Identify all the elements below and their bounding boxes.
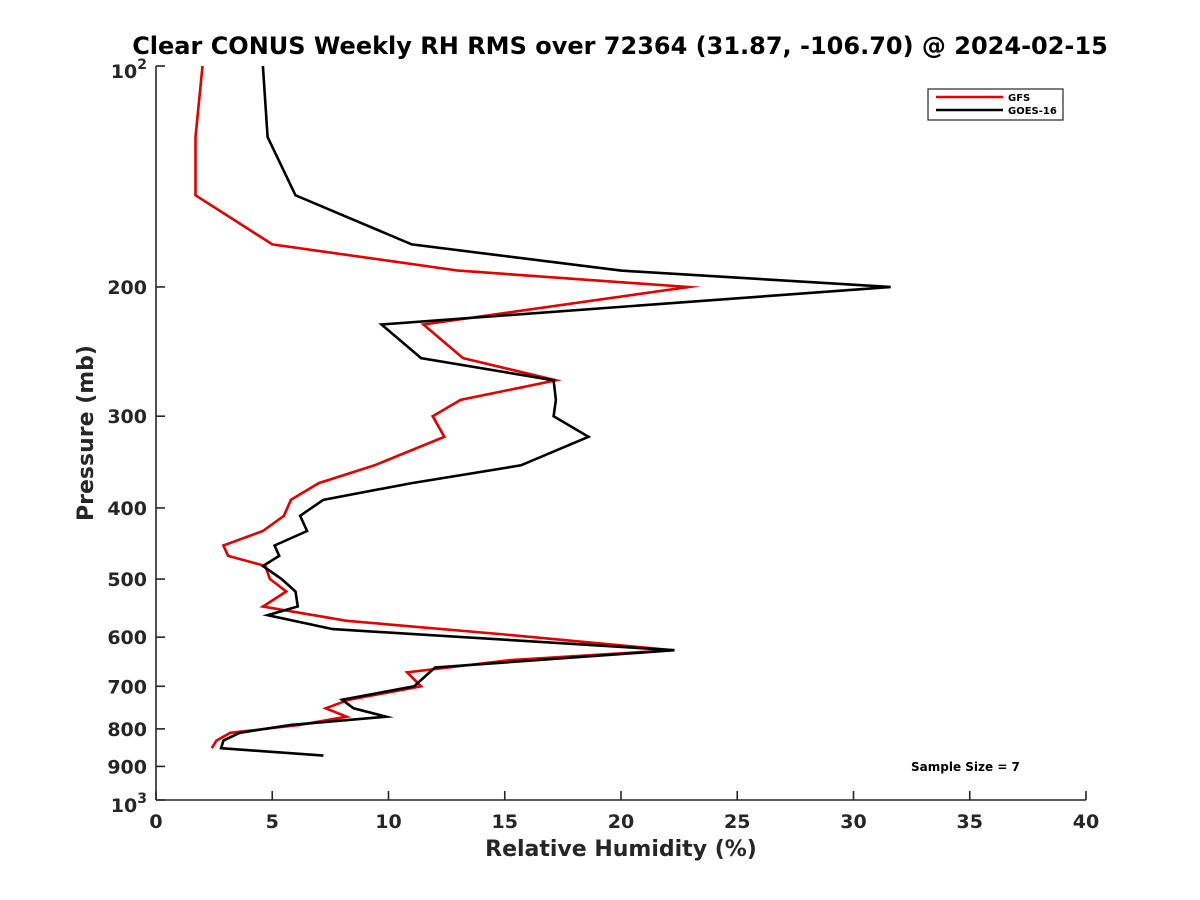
x-axis-label: Relative Humidity (%) [485, 837, 757, 862]
legend: GFS GOES-16 [927, 88, 1064, 121]
y-tick-label: 200 [107, 277, 147, 299]
x-ticks: 0 5 10 15 20 25 30 35 40 [149, 791, 1099, 833]
legend-label-gfs: GFS [1008, 93, 1030, 104]
x-tick-label: 0 [149, 811, 162, 833]
sample-size-annotation: Sample Size = 7 [911, 760, 1020, 774]
y-tick-label: 103 [111, 791, 147, 817]
x-tick-label: 35 [957, 811, 983, 833]
x-tick-label: 20 [608, 811, 634, 833]
y-tick-label: 300 [107, 406, 147, 428]
y-tick-label: 102 [111, 57, 147, 83]
chart-title: Clear CONUS Weekly RH RMS over 72364 (31… [132, 32, 1108, 60]
y-tick-label: 800 [107, 719, 147, 741]
y-tick-label: 600 [107, 627, 147, 649]
y-tick-label: 700 [107, 676, 147, 698]
y-axis-label: Pressure (mb) [74, 345, 99, 521]
x-tick-label: 40 [1073, 811, 1099, 833]
series-line-goes16 [219, 65, 891, 757]
y-tick-label: 900 [107, 756, 147, 778]
legend-box [927, 88, 1064, 121]
x-tick-label: 15 [492, 811, 518, 833]
series-layer [194, 65, 891, 757]
x-tick-label: 30 [840, 811, 866, 833]
legend-label-goes16: GOES-16 [1008, 106, 1057, 117]
x-tick-label: 10 [375, 811, 401, 833]
x-tick-label: 25 [724, 811, 750, 833]
x-tick-label: 5 [266, 811, 279, 833]
y-tick-label: 400 [107, 498, 147, 520]
y-ticks: 102 200 300 400 500 600 700 800 900 103 [107, 57, 165, 817]
y-tick-label: 500 [107, 569, 147, 591]
